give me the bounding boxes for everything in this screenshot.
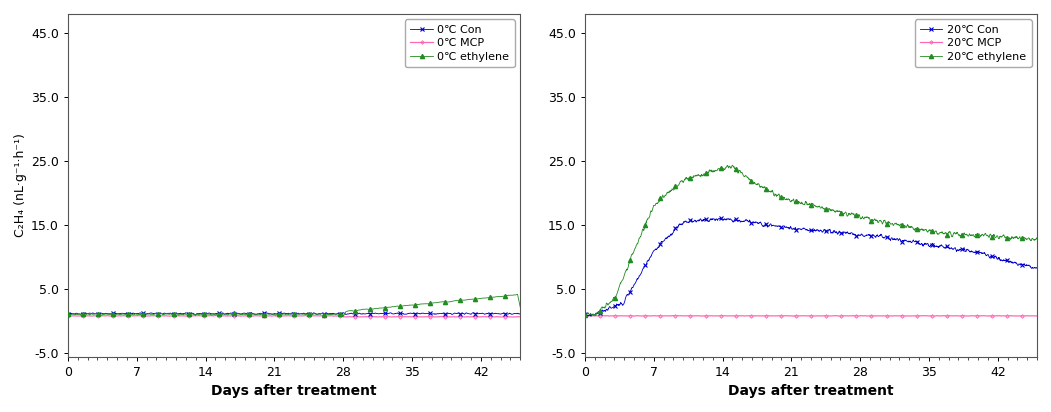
0℃ ethylene <box>257 312 270 317</box>
0℃ MCP <box>138 314 150 318</box>
20℃ ethylene <box>614 281 626 286</box>
0℃ ethylene <box>300 312 312 317</box>
0℃ Con <box>214 311 227 316</box>
0℃ Con <box>514 311 527 316</box>
20℃ ethylene <box>771 193 784 198</box>
Line: 20℃ MCP: 20℃ MCP <box>583 314 1038 317</box>
20℃ Con <box>578 311 591 316</box>
X-axis label: Days after treatment: Days after treatment <box>211 384 377 398</box>
20℃ Con <box>781 225 794 229</box>
0℃ MCP <box>514 314 527 319</box>
0℃ MCP <box>439 314 452 319</box>
20℃ MCP <box>789 313 802 318</box>
0℃ ethylene <box>337 314 350 319</box>
0℃ Con <box>309 311 322 316</box>
20℃ ethylene <box>1031 236 1044 241</box>
20℃ Con <box>837 231 849 236</box>
0℃ ethylene <box>138 311 150 316</box>
20℃ MCP <box>837 314 849 318</box>
0℃ Con <box>122 311 135 316</box>
20℃ MCP <box>788 314 801 318</box>
20℃ ethylene <box>837 211 849 216</box>
20℃ Con <box>633 275 645 280</box>
20℃ MCP <box>614 314 626 318</box>
20℃ MCP <box>632 314 644 318</box>
20℃ Con <box>771 224 784 229</box>
0℃ MCP <box>122 314 135 318</box>
Legend: 0℃ Con, 0℃ MCP, 0℃ ethylene: 0℃ Con, 0℃ MCP, 0℃ ethylene <box>405 19 515 67</box>
20℃ MCP <box>1031 314 1044 318</box>
20℃ MCP <box>770 314 783 318</box>
Legend: 20℃ Con, 20℃ MCP, 20℃ ethylene: 20℃ Con, 20℃ MCP, 20℃ ethylene <box>914 19 1031 67</box>
0℃ MCP <box>259 314 271 318</box>
20℃ MCP <box>787 314 800 318</box>
20℃ MCP <box>578 314 591 318</box>
0℃ ethylene <box>511 292 523 297</box>
0℃ ethylene <box>514 304 527 309</box>
20℃ MCP <box>780 313 792 318</box>
0℃ MCP <box>209 313 222 318</box>
0℃ ethylene <box>122 312 135 317</box>
Line: 0℃ ethylene: 0℃ ethylene <box>66 292 522 318</box>
0℃ Con <box>300 311 312 316</box>
0℃ Con <box>259 311 271 316</box>
0℃ ethylene <box>214 311 227 316</box>
0℃ Con <box>189 313 202 318</box>
20℃ ethylene <box>726 163 739 168</box>
20℃ ethylene <box>781 197 794 202</box>
X-axis label: Days after treatment: Days after treatment <box>728 384 893 398</box>
Line: 20℃ Con: 20℃ Con <box>583 216 1039 318</box>
0℃ Con <box>138 311 150 316</box>
20℃ Con <box>715 215 727 220</box>
20℃ Con <box>1031 266 1044 271</box>
20℃ ethylene <box>578 312 591 317</box>
20℃ Con <box>584 314 597 319</box>
0℃ ethylene <box>309 311 322 316</box>
20℃ Con <box>788 226 801 231</box>
20℃ ethylene <box>788 201 801 206</box>
Y-axis label: C₂H₄ (nL·g⁻¹·h⁻¹): C₂H₄ (nL·g⁻¹·h⁻¹) <box>14 133 27 237</box>
0℃ Con <box>62 311 75 316</box>
0℃ ethylene <box>62 311 75 316</box>
0℃ MCP <box>62 314 75 318</box>
Line: 0℃ Con: 0℃ Con <box>66 311 522 317</box>
Line: 20℃ ethylene: 20℃ ethylene <box>583 163 1039 318</box>
20℃ ethylene <box>580 314 593 318</box>
20℃ ethylene <box>633 238 645 243</box>
20℃ Con <box>614 301 626 306</box>
0℃ MCP <box>214 314 227 318</box>
Line: 0℃ MCP: 0℃ MCP <box>67 314 521 318</box>
0℃ Con <box>245 310 257 315</box>
0℃ MCP <box>309 314 322 318</box>
0℃ MCP <box>300 313 312 318</box>
